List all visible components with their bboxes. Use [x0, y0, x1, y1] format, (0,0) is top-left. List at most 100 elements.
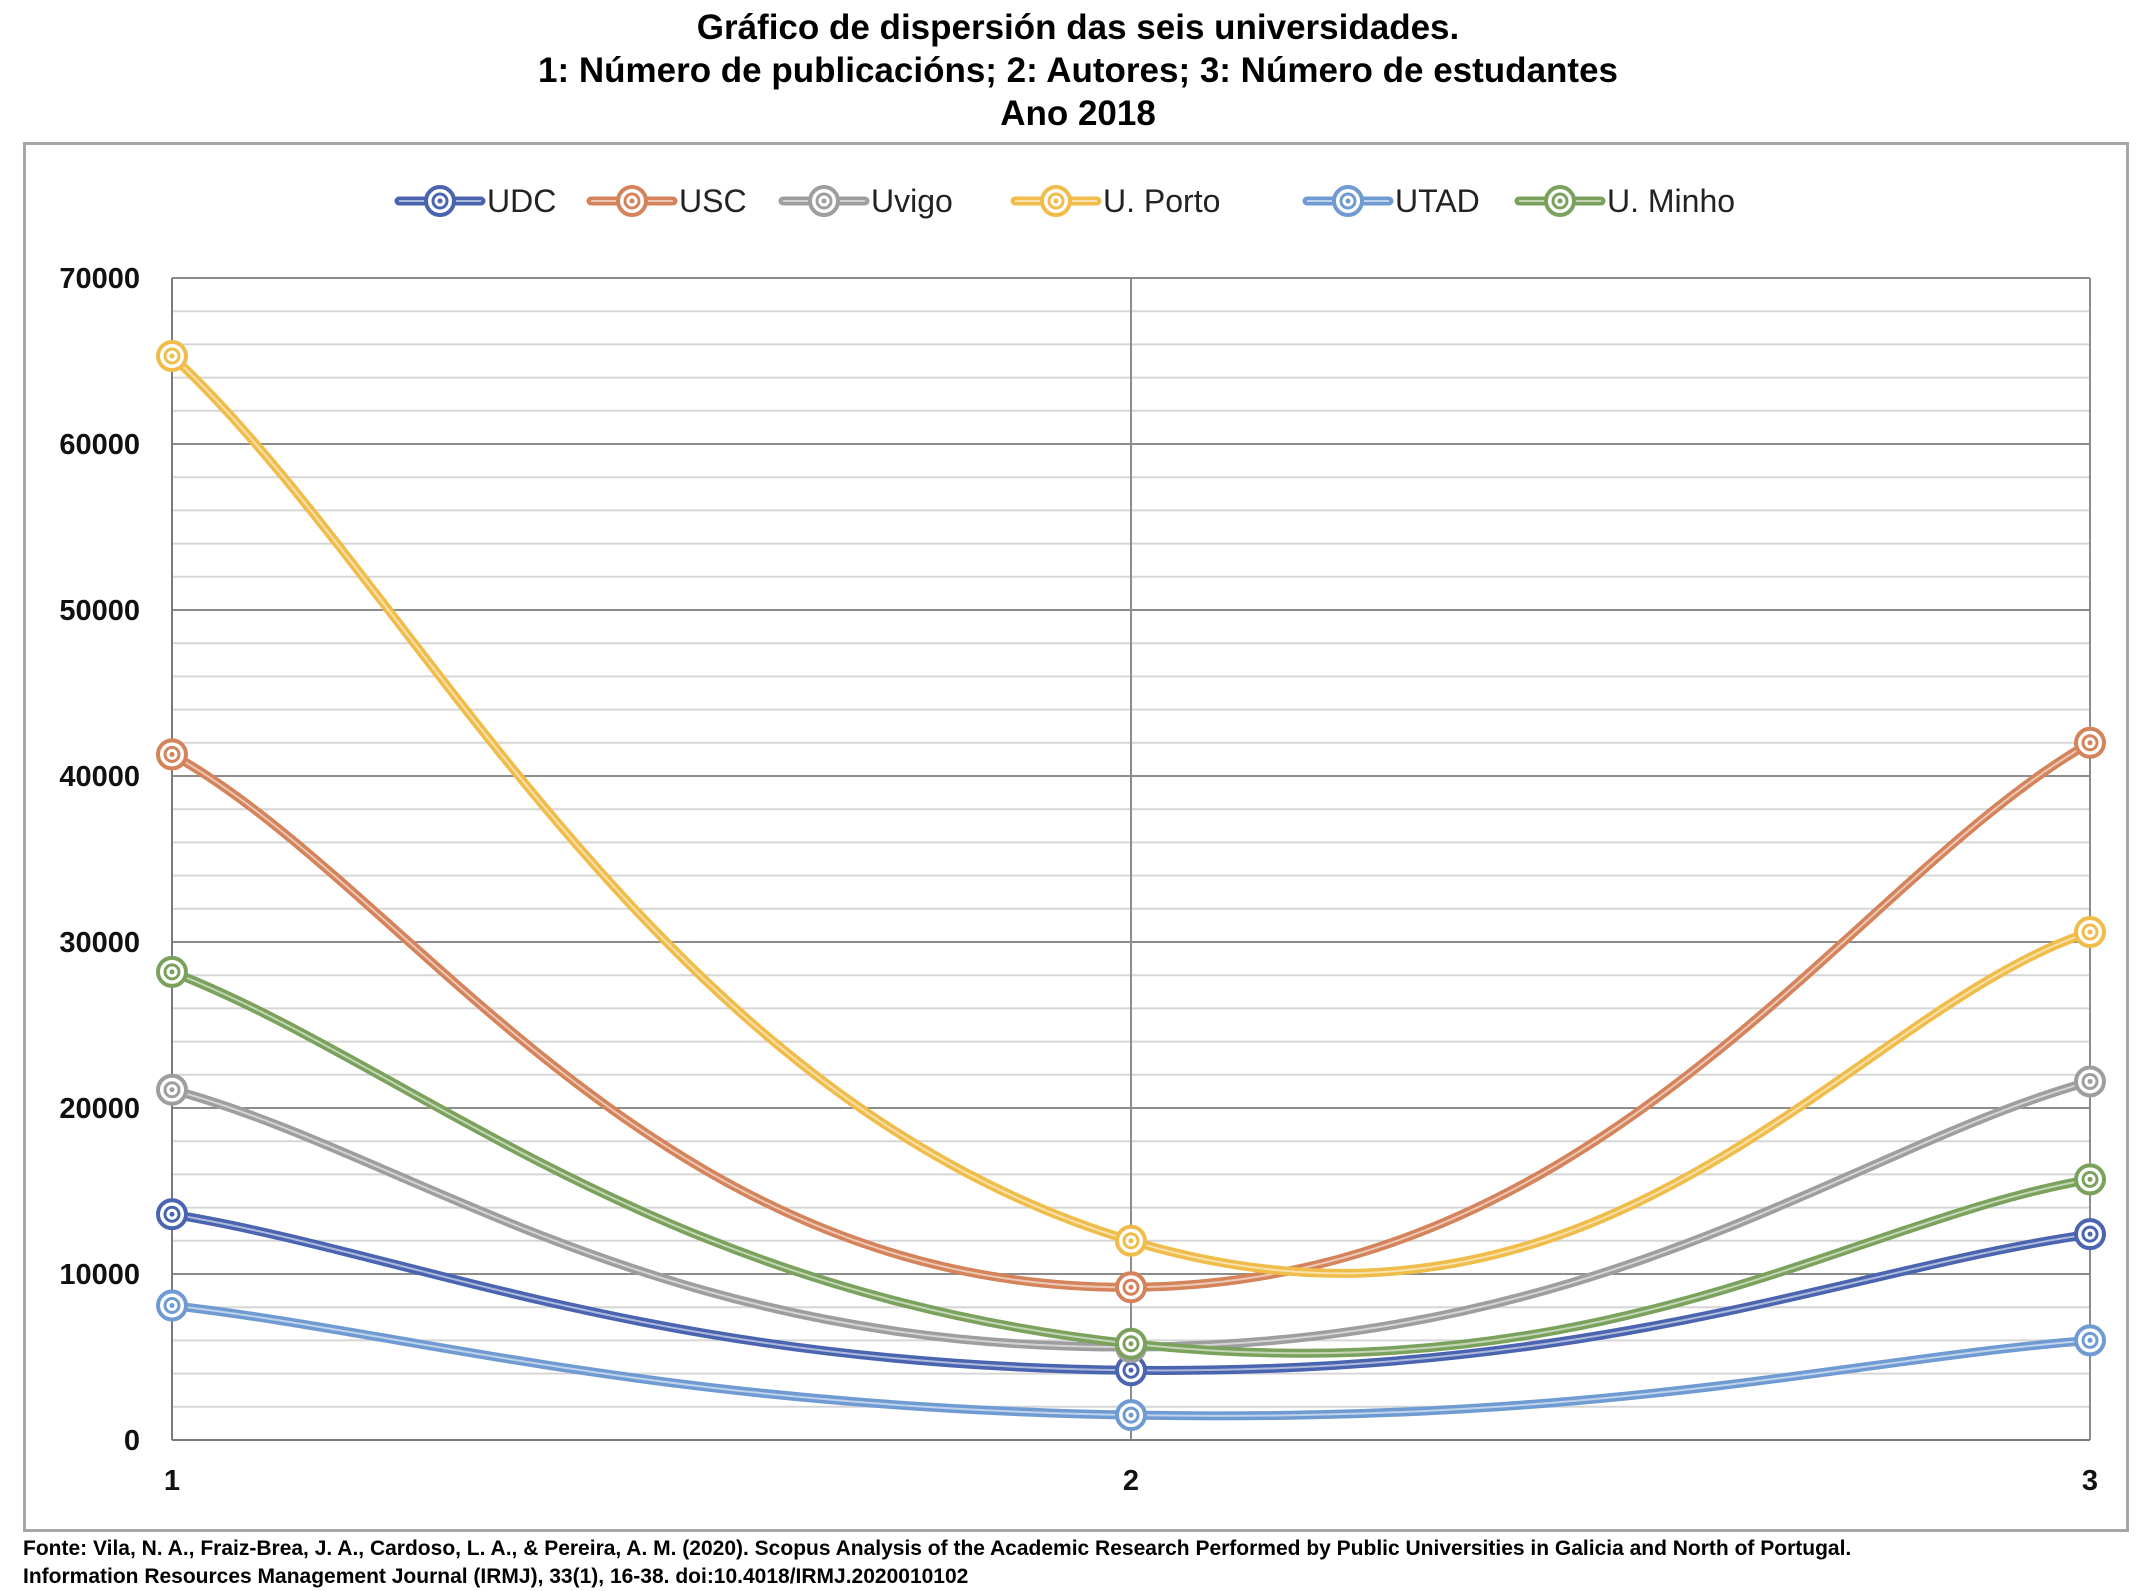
- legend-marker: [424, 185, 456, 217]
- series-line-highlight: [171, 355, 2091, 1275]
- legend-label: Uvigo: [871, 183, 953, 219]
- x-axis-tick-labels: 1 2 3: [164, 1465, 2098, 1497]
- y-tick-label: 20000: [59, 1093, 140, 1125]
- marker-center: [2087, 1078, 2093, 1084]
- marker-center: [2087, 929, 2093, 935]
- legend-marker: [616, 185, 648, 217]
- marker-center: [169, 1303, 175, 1309]
- marker-inner-ring: [1551, 192, 1569, 210]
- legend-marker: [808, 185, 840, 217]
- marker-center: [1557, 198, 1563, 204]
- marker-inner-ring: [163, 745, 181, 763]
- data-point-u-porto: [156, 340, 188, 373]
- data-point-utad: [1115, 1399, 1147, 1432]
- legend-marker: [1544, 185, 1576, 217]
- marker-center: [1128, 1412, 1134, 1418]
- legend-label: U. Porto: [1103, 183, 1220, 219]
- legend-marker: [1040, 185, 1072, 217]
- data-point-u-porto: [1115, 1224, 1147, 1257]
- marker-center: [1128, 1367, 1134, 1373]
- marker-inner-ring: [1122, 1361, 1140, 1379]
- y-tick-label: 40000: [59, 761, 140, 793]
- y-tick-label: 50000: [59, 595, 140, 627]
- marker-center: [2087, 1337, 2093, 1343]
- series-usc: [156, 726, 2106, 1304]
- y-tick-label: 10000: [59, 1259, 140, 1291]
- chart-title-line-2: 1: Número de publicacións; 2: Autores; 3…: [537, 51, 1618, 90]
- legend-item-utad: UTAD: [1302, 183, 1480, 219]
- y-tick-label: 70000: [59, 263, 140, 295]
- marker-inner-ring: [163, 1297, 181, 1315]
- marker-center: [169, 969, 175, 975]
- data-point-u-porto: [2074, 916, 2106, 949]
- series-group: [156, 340, 2106, 1432]
- data-point-uvigo: [2074, 1065, 2106, 1098]
- source-line-1: Fonte: Vila, N. A., Fraiz-Brea, J. A., C…: [23, 1537, 1852, 1560]
- data-point-u-minho: [1115, 1327, 1147, 1360]
- marker-center: [169, 1211, 175, 1217]
- x-tick-label: 1: [164, 1465, 180, 1497]
- chart-title-line-1: Gráfico de dispersión das seis universid…: [696, 8, 1460, 47]
- marker-inner-ring: [163, 1081, 181, 1099]
- data-point-udc: [156, 1198, 188, 1231]
- marker-center: [169, 751, 175, 757]
- marker-center: [1128, 1341, 1134, 1347]
- marker-inner-ring: [431, 192, 449, 210]
- legend-item-u-minho: U. Minho: [1514, 183, 1735, 219]
- marker-center: [1053, 198, 1059, 204]
- marker-inner-ring: [2081, 734, 2099, 752]
- marker-inner-ring: [1047, 192, 1065, 210]
- marker-center: [1128, 1238, 1134, 1244]
- x-tick-label: 2: [1123, 1465, 1139, 1497]
- marker-inner-ring: [163, 963, 181, 981]
- chart-title: Gráfico de dispersión das seis universid…: [0, 6, 2156, 135]
- y-tick-label: 0: [124, 1425, 140, 1457]
- marker-inner-ring: [2081, 1170, 2099, 1188]
- marker-inner-ring: [815, 192, 833, 210]
- marker-inner-ring: [163, 347, 181, 365]
- legend: UDC USC Uvigo U. Porto UTAD U. Minho: [394, 183, 1735, 219]
- data-point-utad: [2074, 1324, 2106, 1357]
- marker-inner-ring: [1122, 1278, 1140, 1296]
- marker-center: [1128, 1284, 1134, 1290]
- source-citation: Fonte: Vila, N. A., Fraiz-Brea, J. A., C…: [23, 1535, 2143, 1591]
- legend-item-uvigo: Uvigo: [778, 183, 953, 219]
- legend-item-usc: USC: [586, 183, 747, 219]
- data-point-uvigo: [156, 1073, 188, 1106]
- data-point-usc: [1115, 1271, 1147, 1304]
- marker-center: [1345, 198, 1351, 204]
- marker-inner-ring: [2081, 1072, 2099, 1090]
- x-tick-label: 3: [2082, 1465, 2098, 1497]
- marker-center: [2087, 1231, 2093, 1237]
- y-tick-label: 30000: [59, 927, 140, 959]
- marker-inner-ring: [1122, 1232, 1140, 1250]
- marker-center: [169, 353, 175, 359]
- legend-label: UDC: [487, 183, 556, 219]
- marker-inner-ring: [2081, 1331, 2099, 1349]
- series-u-porto: [156, 340, 2106, 1278]
- data-point-utad: [156, 1289, 188, 1322]
- series-udc: [156, 1198, 2106, 1387]
- marker-center: [821, 198, 827, 204]
- data-point-usc: [2074, 726, 2106, 759]
- data-point-usc: [156, 738, 188, 771]
- marker-inner-ring: [1122, 1335, 1140, 1353]
- marker-inner-ring: [1122, 1406, 1140, 1424]
- legend-label: USC: [679, 183, 747, 219]
- data-point-u-minho: [2074, 1163, 2106, 1196]
- data-point-u-minho: [156, 955, 188, 988]
- marker-inner-ring: [2081, 923, 2099, 941]
- y-axis-tick-labels: 0 10000 20000 30000 40000 50000 60000 70000: [59, 263, 140, 1457]
- legend-item-u-porto: U. Porto: [1010, 183, 1220, 219]
- marker-center: [2087, 1176, 2093, 1182]
- series-u-minho: [156, 955, 2106, 1360]
- legend-label: U. Minho: [1607, 183, 1735, 219]
- marker-center: [2087, 740, 2093, 746]
- legend-item-udc: UDC: [394, 183, 556, 219]
- chart-title-line-3: Ano 2018: [1000, 94, 1156, 133]
- marker-inner-ring: [623, 192, 641, 210]
- marker-center: [169, 1087, 175, 1093]
- series-utad: [156, 1289, 2106, 1432]
- marker-center: [629, 198, 635, 204]
